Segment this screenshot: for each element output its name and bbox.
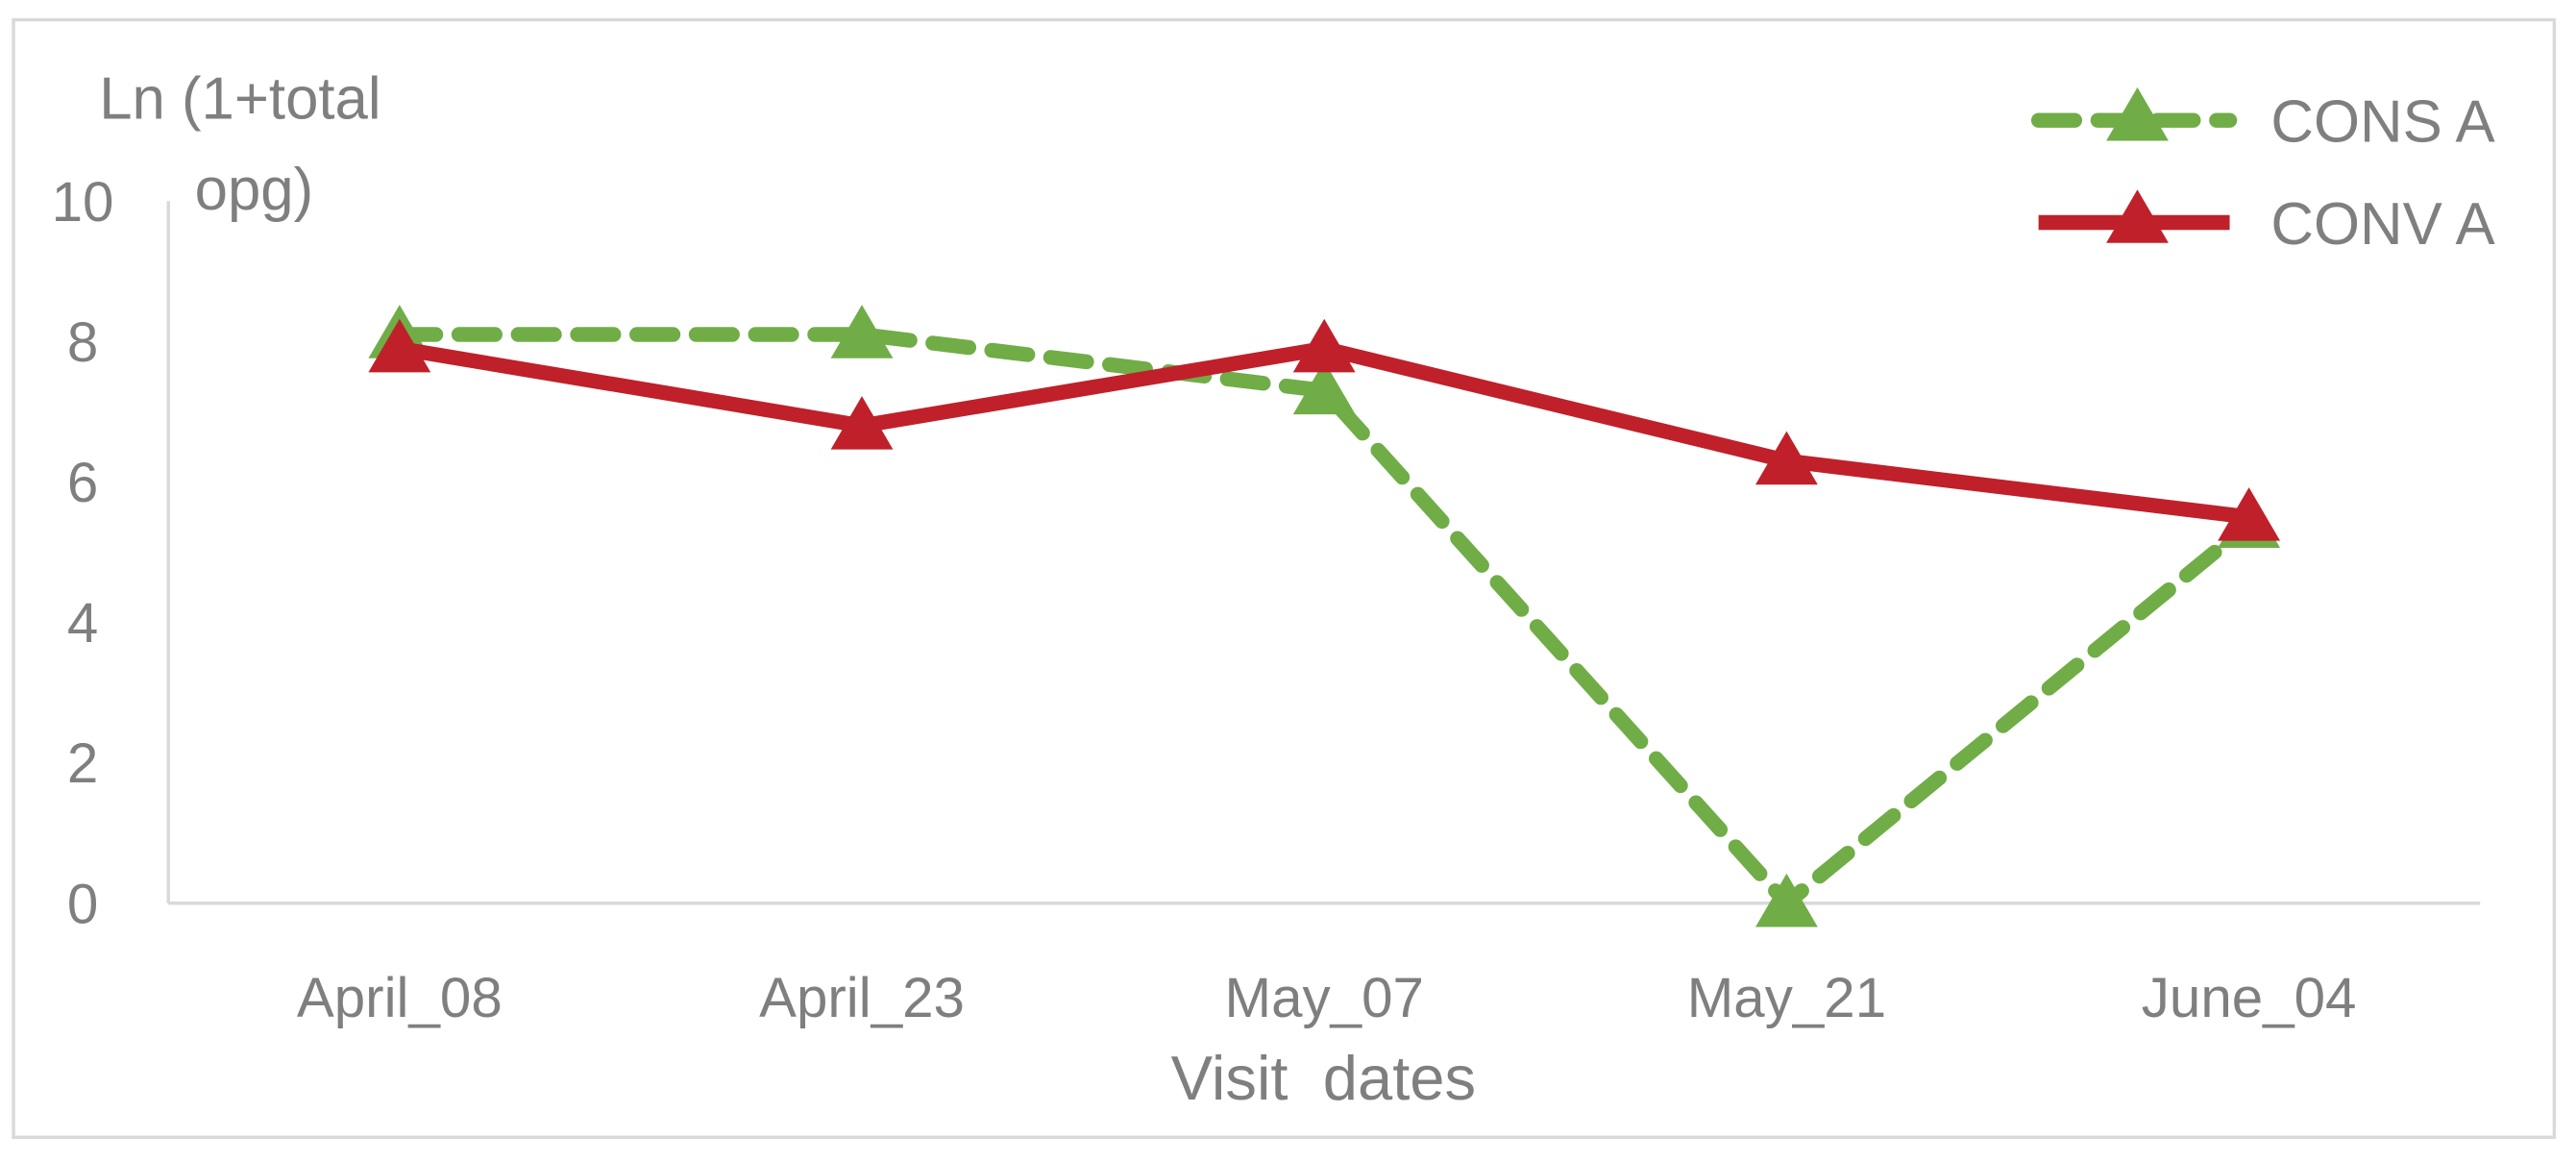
y-tick-label: 8 (67, 311, 98, 374)
y-tick-label: 4 (67, 592, 98, 655)
legend-marker (2106, 189, 2169, 243)
data-point (1292, 360, 1356, 415)
chart-frame (12, 17, 2557, 1139)
data-point (1755, 873, 1818, 927)
x-tick-label: June_04 (2142, 967, 2357, 1029)
series-line (392, 327, 2257, 911)
legend-label: CONV A (2270, 191, 2495, 258)
x-tick-label: April_23 (759, 967, 965, 1029)
data-point (830, 305, 894, 358)
x-tick-label: May_21 (1687, 967, 1886, 1029)
y-axis-label: opg) (195, 157, 314, 223)
data-point (368, 318, 431, 373)
y-axis-label: Ln (1+total (99, 65, 380, 132)
y-tick-label: 10 (52, 171, 114, 234)
x-tick-label: May_07 (1225, 967, 1424, 1029)
legend-marker (2106, 87, 2169, 141)
y-tick-label: 2 (67, 732, 98, 795)
data-point (830, 396, 894, 450)
x-tick-label: April_08 (297, 967, 503, 1029)
y-tick-label: 0 (67, 873, 98, 935)
data-point (1755, 431, 1818, 485)
x-axis-label: Visit dates (1171, 1043, 1477, 1113)
data-point (2218, 487, 2281, 541)
y-tick-label: 6 (67, 452, 98, 514)
legend-label: CONS A (2270, 88, 2495, 155)
data-point (1292, 318, 1356, 373)
